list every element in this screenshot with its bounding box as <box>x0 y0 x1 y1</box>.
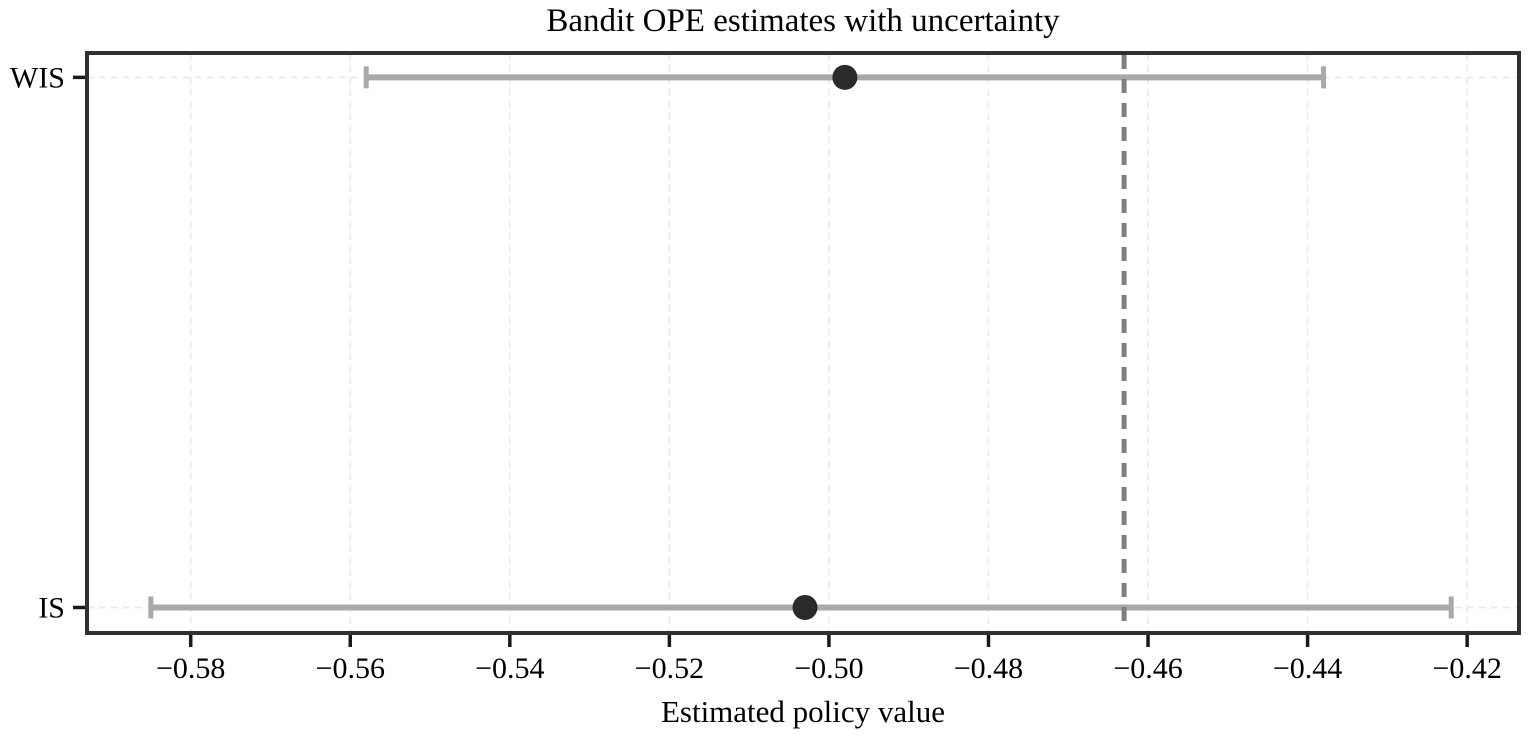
chart-title: Bandit OPE estimates with uncertainty <box>546 3 1060 39</box>
x-tick-label: −0.46 <box>1113 652 1182 685</box>
x-tick-label: −0.50 <box>794 652 863 685</box>
x-axis-label: Estimated policy value <box>660 694 946 729</box>
x-tick-label: −0.44 <box>1273 652 1342 685</box>
y-tick-label: WIS <box>10 62 65 95</box>
estimate-marker-wis <box>832 64 858 90</box>
x-tick-label: −0.56 <box>316 652 385 685</box>
x-tick-label: −0.48 <box>954 652 1023 685</box>
estimate-marker-is <box>792 594 818 620</box>
x-tick-label: −0.42 <box>1432 652 1501 685</box>
y-tick-label: IS <box>38 592 65 625</box>
plot-border <box>85 51 1521 635</box>
x-tick-label: −0.54 <box>475 652 544 685</box>
x-tick-label: −0.52 <box>635 652 704 685</box>
x-tick-label: −0.58 <box>156 652 225 685</box>
